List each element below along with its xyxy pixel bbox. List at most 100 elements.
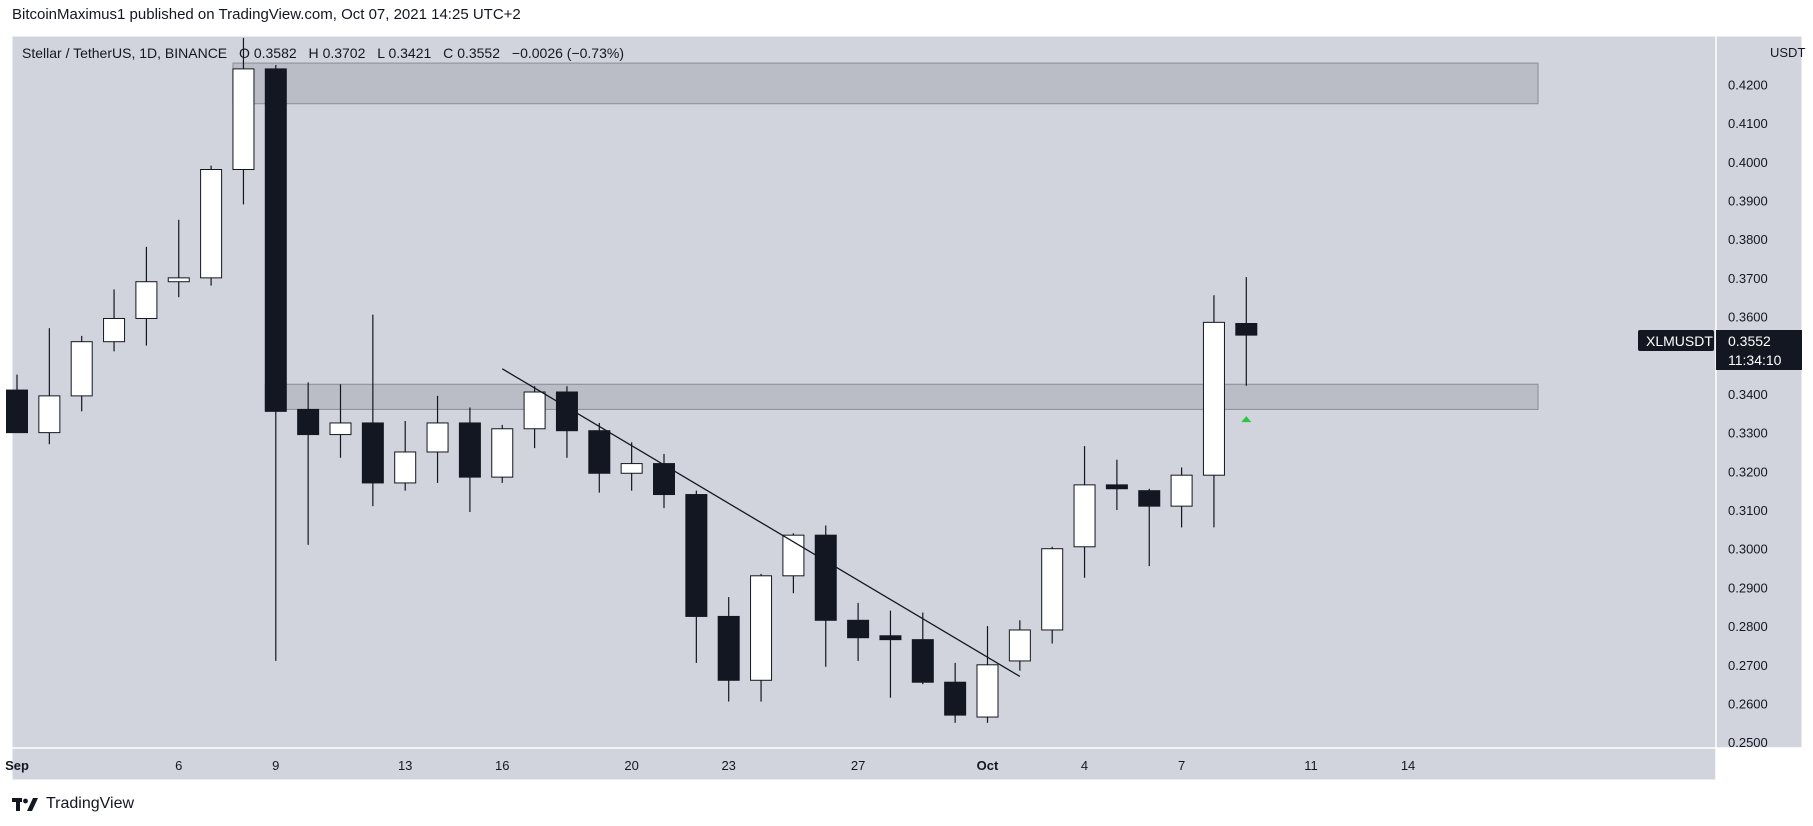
time-tick-label: Sep [5, 758, 29, 773]
candle-body [685, 494, 708, 617]
legend-o-label: O [239, 45, 250, 61]
candle [944, 662, 967, 723]
candle [814, 525, 837, 667]
candle [458, 407, 481, 512]
candle [1105, 459, 1128, 511]
time-tick-label: 23 [721, 758, 735, 773]
ohlc-legend: Stellar / TetherUS, 1D, BINANCE O 0.3582… [22, 45, 624, 61]
zones-layer [232, 62, 1539, 410]
price-tick-label: 0.3000 [1728, 542, 1768, 557]
candle-body [103, 317, 126, 343]
legend-h-label: H [309, 45, 319, 61]
candle [6, 374, 28, 434]
candle-body [847, 619, 870, 639]
candle [911, 612, 934, 685]
price-tick-label: 0.2700 [1728, 658, 1768, 673]
price-tick-label: 0.4200 [1728, 77, 1768, 92]
time-tick-label: 14 [1401, 758, 1415, 773]
published-header: BitcoinMaximus1 published on TradingView… [12, 6, 521, 23]
price-tag: XLMUSDT 0.3552 11:34:10 [1638, 330, 1802, 370]
price-tick-label: 0.2900 [1728, 580, 1768, 595]
candle [847, 602, 870, 661]
candle [1073, 446, 1096, 578]
time-tick-label: 13 [398, 758, 412, 773]
candle-body [232, 68, 255, 170]
candle [717, 597, 740, 702]
time-axis[interactable] [12, 748, 1716, 780]
price-tag-bg [1716, 330, 1802, 370]
candle-body [1202, 321, 1225, 476]
legend-o-value: 0.3582 [254, 45, 297, 61]
candle-body [555, 391, 578, 432]
candle-body [167, 277, 190, 283]
time-tick-label: 20 [624, 758, 638, 773]
candle [1235, 277, 1258, 386]
candle [588, 422, 611, 493]
price-tick-label: 0.4100 [1728, 116, 1768, 131]
published-text: BitcoinMaximus1 published on TradingView… [12, 6, 521, 23]
candle [491, 424, 514, 483]
legend-symbol: Stellar / TetherUS, 1D, BINANCE [22, 45, 227, 61]
price-tick-label: 0.2800 [1728, 619, 1768, 634]
price-tag-price: 0.3552 [1728, 333, 1771, 349]
candle-body [814, 534, 837, 621]
candle-body [6, 389, 28, 434]
price-tick-label: 0.3100 [1728, 503, 1768, 518]
time-tick-label: 16 [495, 758, 509, 773]
candle-body [523, 391, 546, 430]
candle-body [717, 615, 740, 681]
candles-layer [6, 37, 1258, 723]
candle-body [426, 422, 449, 453]
candle [70, 335, 93, 412]
axis-currency-label: USDT [1770, 45, 1805, 60]
candle-body [1041, 548, 1064, 631]
candle [879, 610, 902, 698]
candle-body [1235, 323, 1258, 336]
time-tick-label: 11 [1304, 758, 1318, 773]
time-tick-label: 27 [851, 758, 865, 773]
candle [200, 165, 223, 286]
candle-body [394, 451, 417, 484]
trendline [501, 368, 1021, 677]
candle [103, 289, 126, 352]
price-tag-symbol: XLMUSDT [1646, 333, 1713, 349]
time-tick-label: 4 [1081, 758, 1088, 773]
candle [1041, 546, 1064, 644]
candle-body [911, 639, 934, 683]
candle-body [329, 422, 352, 436]
price-tick-label: 0.2500 [1728, 735, 1768, 750]
candle [167, 219, 190, 298]
price-tick-label: 0.3300 [1728, 426, 1768, 441]
price-tick-label: 0.3600 [1728, 310, 1768, 325]
signal-triangle-icon [1241, 416, 1252, 423]
footer-brand[interactable]: TradingView [46, 795, 135, 812]
candle [685, 490, 708, 663]
time-tick-label: 9 [272, 758, 279, 773]
candle [1138, 488, 1161, 567]
time-tick-label: 7 [1178, 758, 1185, 773]
candle [555, 386, 578, 458]
price-tick-label: 0.3800 [1728, 232, 1768, 247]
candle-body [38, 395, 61, 434]
candle [135, 246, 158, 346]
legend-h-value: 0.3702 [323, 45, 366, 61]
candle [1202, 295, 1225, 528]
legend-c-label: C [443, 45, 453, 61]
price-tick-label: 0.3700 [1728, 271, 1768, 286]
legend-l-value: 0.3421 [388, 45, 431, 61]
footer: TradingView [12, 795, 134, 813]
candle [1008, 620, 1031, 671]
candle-body [1105, 484, 1128, 490]
legend-c-value: 0.3552 [457, 45, 500, 61]
candle [297, 382, 320, 545]
overlay-layer [501, 368, 1252, 677]
price-axis[interactable] [1716, 36, 1802, 748]
candle [232, 37, 255, 205]
price-tick-label: 0.3900 [1728, 193, 1768, 208]
candle-body [70, 341, 93, 397]
candle-body [1138, 490, 1161, 507]
candle-body [200, 169, 223, 279]
tradingview-logo-icon[interactable] [12, 796, 40, 812]
candle-body [653, 463, 675, 496]
